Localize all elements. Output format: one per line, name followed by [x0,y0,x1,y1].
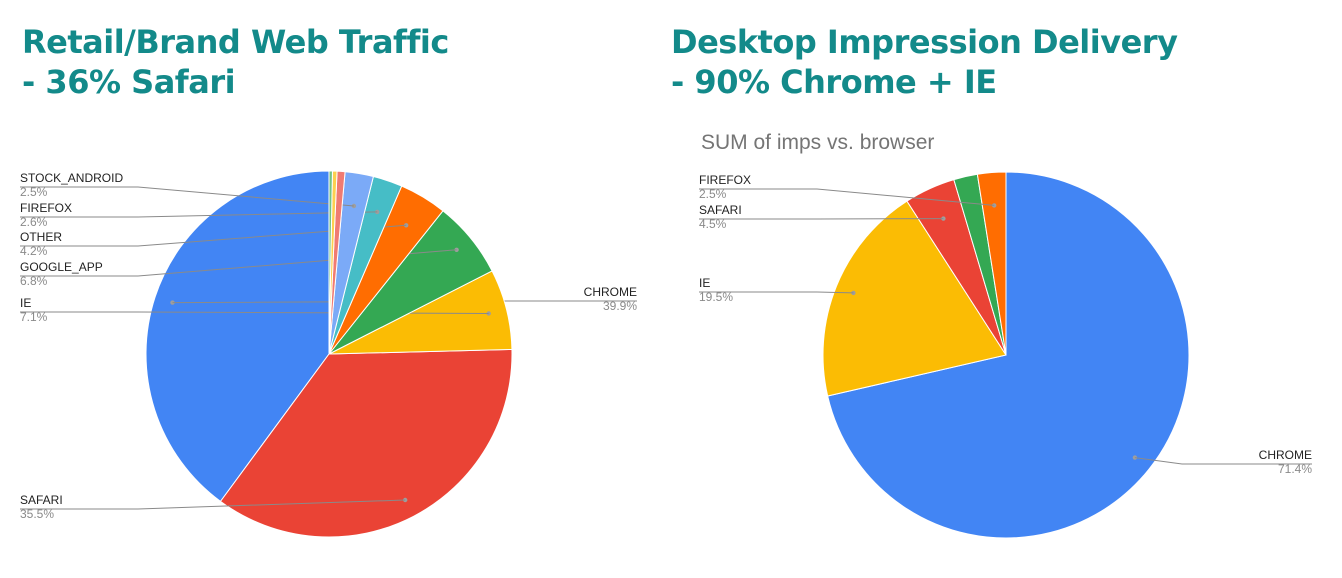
right-leader-line-chrome [1134,457,1312,465]
left-leader-line-firefox [20,211,378,218]
right-chart-subtitle: SUM of imps vs. browser [701,131,935,154]
right-slice-ie [822,200,1007,397]
left-pct-firefox: 2.6% [20,215,48,229]
left-pct-safari: 35.5% [20,507,54,521]
right-pct-safari: 4.5% [699,217,727,231]
right-slice-firefox [976,171,1007,356]
right-label-ie: IE [699,276,710,290]
right-leader-line-ie [699,291,854,294]
left-slice-safari [219,348,513,538]
left-label-safari: SAFARI [20,493,63,507]
right-pct-firefox: 2.5% [699,187,727,201]
right-label-chrome: CHROME [1259,448,1312,462]
right-label-firefox: FIREFOX [699,173,751,187]
left-title-line-1: Retail/Brand Web Traffic [22,23,449,61]
right-pct-chrome: 71.4% [1278,462,1312,476]
left-pct-other: 4.2% [20,244,48,258]
left-title-line-2: - 36% Safari [22,63,236,101]
right-title-line-1: Desktop Impression Delivery [671,23,1178,61]
left-leader-line-stock-android [20,186,354,207]
right-pct-ie: 19.5% [699,290,733,304]
left-leader-line-other [20,224,407,247]
right-leader-line-firefox [699,188,995,206]
left-leader-line-chrome [172,300,637,304]
left-slice-minor-9 [328,170,333,355]
left-pct-chrome: 39.9% [603,299,637,313]
left-slice-chrome [145,170,330,503]
left-label-stock-android: STOCK_ANDROID [20,171,123,185]
left-label-other: OTHER [20,230,62,244]
right-chart-title: Desktop Impression Delivery - 90% Chrome… [671,22,1178,102]
left-leader-line-safari [20,499,406,510]
right-label-safari: SAFARI [699,203,742,217]
left-pct-google-app: 6.8% [20,274,48,288]
left-pct-stock-android: 2.5% [20,185,48,199]
right-title-line-2: - 90% Chrome + IE [671,63,997,101]
left-label-chrome: CHROME [584,285,637,299]
left-label-ie: IE [20,296,31,310]
left-label-firefox: FIREFOX [20,201,72,215]
left-pct-ie: 7.1% [20,310,48,324]
left-chart-title: Retail/Brand Web Traffic - 36% Safari [22,22,449,102]
left-label-google-app: GOOGLE_APP [20,260,103,274]
right-slice-chrome [827,171,1190,539]
